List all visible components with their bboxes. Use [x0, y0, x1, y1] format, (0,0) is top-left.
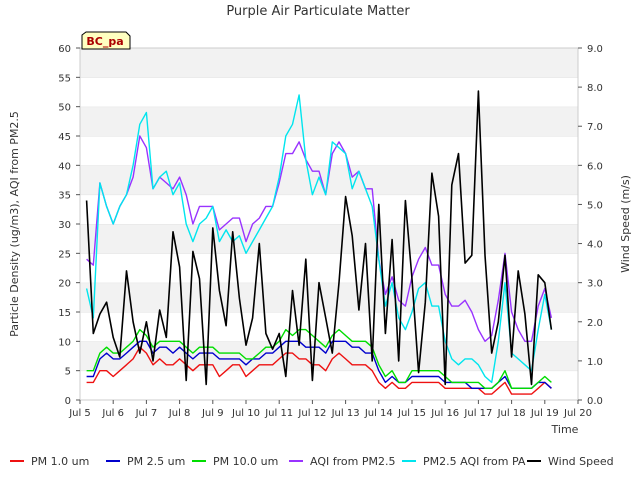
y-right-tick-label: 9.0 — [587, 44, 603, 55]
y-right-tick-label: 0.0 — [587, 396, 603, 407]
series-line-pm-10-0-um — [86, 328, 552, 389]
x-tick-label: Jul 20 — [563, 408, 592, 419]
y-left-tick-label: 50 — [58, 103, 71, 114]
x-tick-label: Jul 12 — [297, 408, 326, 419]
x-tick-label: Jul 19 — [530, 408, 559, 419]
site-badge: BC_pa — [81, 31, 131, 50]
y-right-tick-label: 7.0 — [587, 122, 603, 133]
grid-band — [80, 48, 578, 78]
y-left-tick-label: 20 — [58, 279, 71, 290]
y-left-tick-label: 25 — [58, 249, 71, 260]
y-right-tick-label: 3.0 — [587, 279, 603, 290]
y-left-tick-label: 30 — [58, 220, 71, 231]
y-left-tick-label: 55 — [58, 73, 71, 84]
x-tick-label: Jul 14 — [364, 408, 393, 419]
y-right-tick-label: 6.0 — [587, 161, 603, 172]
x-tick-label: Jul 16 — [430, 408, 459, 419]
series-line-pm2-5-aqi-from-pa — [85, 94, 553, 384]
y-left-axis-ticks: 0 5 10 15 20 25 30 35 40 45 50 55 60 — [58, 44, 80, 407]
x-tick-label: Jul 18 — [497, 408, 526, 419]
x-tick-label: Jul 15 — [397, 408, 426, 419]
grid-band — [80, 106, 578, 136]
y-left-axis-label: Particle Density (ug/m3), AQI from PM2.5 — [8, 111, 21, 337]
grid-band — [80, 136, 578, 166]
y-right-tick-label: 2.0 — [587, 318, 603, 329]
y-left-tick-label: 40 — [58, 161, 71, 172]
y-left-tick-label: 5 — [65, 367, 71, 378]
chart-title: Purple Air Particulate Matter — [226, 4, 410, 19]
grid-band — [80, 253, 578, 283]
y-left-tick-label: 35 — [58, 191, 71, 202]
y-right-tick-label: 8.0 — [587, 83, 603, 94]
x-tick-label: Jul 7 — [135, 408, 158, 419]
y-left-tick-label: 45 — [58, 132, 71, 143]
series-lines — [85, 90, 553, 395]
y-right-tick-label: 4.0 — [587, 240, 603, 251]
legend-label-pm2-5-aqi-from-pa: PM2.5 AQI from PA — [423, 455, 526, 468]
y-right-axis-label: Wind Speed (m/s) — [619, 175, 632, 273]
legend-label-aqi-from-pm2-5: AQI from PM2.5 — [310, 455, 395, 468]
y-left-tick-label: 15 — [58, 308, 71, 319]
x-axis-ticks: Jul 5 Jul 6 Jul 7 Jul 8 Jul 9 Jul 10 Jul 11 Jul… — [68, 400, 592, 419]
x-tick-label: Jul 8 — [168, 408, 191, 419]
x-tick-label: Jul 6 — [101, 408, 124, 419]
x-tick-label: Jul 9 — [201, 408, 224, 419]
y-left-tick-label: 60 — [58, 44, 71, 55]
legend-label-wind-speed: Wind Speed — [548, 455, 614, 468]
grid-band — [80, 224, 578, 254]
series-line-aqi-from-pm2-5 — [86, 135, 553, 342]
series-line-pm-2-5-um — [86, 340, 552, 389]
y-left-tick-label: 0 — [65, 396, 71, 407]
legend-label-pm-10-0-um: PM 10.0 um — [213, 455, 278, 468]
x-tick-label: Jul 13 — [331, 408, 360, 419]
grid-band — [80, 77, 578, 107]
site-badge-label: BC_pa — [86, 35, 123, 48]
grid-band — [80, 282, 578, 312]
y-right-tick-label: 1.0 — [587, 357, 603, 368]
legend-label-pm-1-0-um: PM 1.0 um — [31, 455, 89, 468]
y-left-tick-label: 10 — [58, 337, 71, 348]
x-tick-label: Jul 5 — [68, 408, 91, 419]
x-axis-label: Time — [551, 423, 579, 436]
legend: PM 1.0 um PM 2.5 um PM 10.0 um AQI from PM2… — [10, 455, 614, 468]
legend-label-pm-2-5-um: PM 2.5 um — [127, 455, 185, 468]
grid-band — [80, 194, 578, 224]
y-right-tick-label: 5.0 — [587, 200, 603, 211]
y-right-axis-ticks: 0.0 1.0 2.0 3.0 4.0 5.0 6.0 7.0 8.0 9.0 — [578, 44, 603, 407]
series-line-wind-speed — [85, 90, 553, 386]
x-tick-label: Jul 17 — [463, 408, 492, 419]
x-tick-label: Jul 11 — [264, 408, 293, 419]
x-tick-label: Jul 10 — [231, 408, 260, 419]
